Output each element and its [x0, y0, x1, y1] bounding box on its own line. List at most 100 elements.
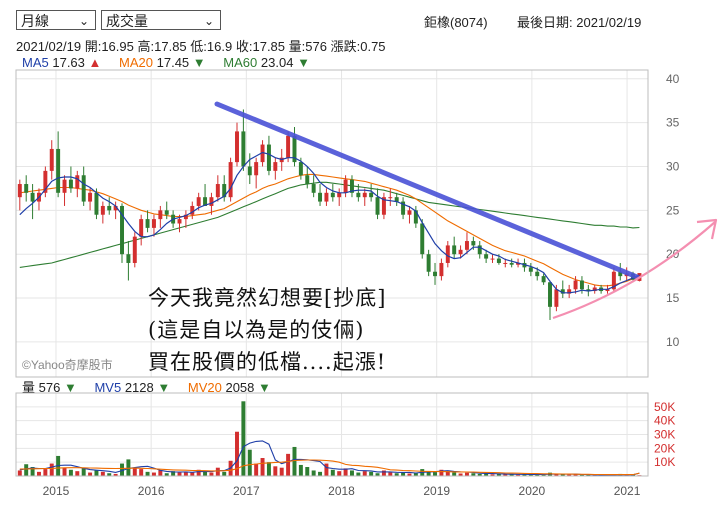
volume-bar [62, 467, 67, 476]
volume-tick-label: 20K [654, 441, 675, 455]
volume-bar [151, 472, 156, 476]
volume-bar [541, 474, 546, 476]
volume-bar [171, 471, 176, 476]
volume-grid [16, 393, 648, 476]
close-label: 收: [235, 39, 253, 54]
candle-body [209, 197, 214, 206]
volume-bar [241, 401, 246, 476]
volume-bar [273, 466, 278, 476]
candle-body [113, 205, 118, 211]
open-value: 16.95 [101, 39, 134, 54]
low-label: 低: [190, 39, 207, 54]
candle-body [88, 192, 93, 202]
ma5-line [19, 151, 640, 294]
candle-body [618, 271, 623, 277]
volume-bar [369, 471, 374, 476]
candle-body [554, 289, 559, 307]
candle-body [177, 219, 182, 224]
volume-bar [36, 471, 41, 476]
volume-bar [222, 471, 227, 476]
ma20-legend: MA20 17.45 ▼ [119, 55, 206, 70]
period-select[interactable]: 月線 ⌄ [16, 10, 96, 30]
candle-body [535, 271, 540, 277]
low-value: 16.9 [206, 39, 233, 54]
vol-legend: 量 576 ▼ [22, 380, 77, 395]
annotation-line-1: 今天我竟然幻想要[抄底] [148, 286, 387, 310]
volume-bar [68, 469, 73, 476]
volume-bar [318, 471, 323, 476]
volume-bar [107, 473, 112, 476]
candle-body [190, 205, 195, 215]
chevron-down-icon: ⌄ [78, 14, 89, 28]
high-value: 17.85 [154, 39, 187, 54]
ma60-label: MA60 [223, 55, 258, 70]
volume-bar [579, 474, 584, 476]
volume-bar [573, 474, 578, 476]
volume-bar [324, 463, 329, 476]
candle-body [241, 131, 246, 167]
watermark: ©Yahoo奇摩股市 [22, 358, 113, 372]
indicator-select[interactable]: 成交量 ⌄ [101, 10, 221, 30]
candle-body [490, 258, 495, 260]
indicator-select-value: 成交量 [106, 13, 148, 29]
volume-bar [75, 471, 80, 476]
volume-bar [286, 453, 291, 476]
change-label: 漲跌: [330, 39, 361, 54]
ma20-label: MA20 [119, 55, 153, 70]
volume-bar [209, 472, 214, 476]
volume-bar [177, 472, 182, 476]
mv20-legend: MV20 2058 ▼ [188, 380, 271, 395]
volume-bar [426, 471, 431, 476]
candle-body [496, 258, 501, 263]
volume-tick-label: 50K [654, 400, 675, 414]
volume-bar [266, 462, 271, 476]
trendline-drawing [214, 101, 640, 280]
candle-body [260, 144, 265, 163]
candle-body [139, 219, 144, 237]
volume-bar [490, 474, 495, 476]
time-tick-label: 2015 [43, 484, 70, 498]
down-arrow-icon: ▼ [192, 55, 206, 70]
volume-panel-frame [15, 392, 649, 477]
volume-bar [49, 463, 54, 476]
ma5-legend: MA5 17.63 ▲ [22, 55, 101, 70]
candle-body [318, 192, 323, 202]
price-grid [16, 70, 648, 377]
volume-bar [394, 473, 399, 476]
candle-body [337, 192, 342, 198]
candle-body [254, 162, 259, 176]
volume-bar [100, 471, 105, 476]
candle-body [164, 210, 169, 215]
volume-legend: 量 576 ▼ MV5 2128 ▼ MV20 2058 ▼ [22, 377, 285, 396]
ma-legend: MA5 17.63 ▲ MA20 17.45 ▼ MA60 23.04 ▼ [22, 55, 324, 70]
candle-body [464, 241, 469, 250]
volume-bar [535, 474, 540, 476]
mv5-legend: MV5 2128 ▼ [94, 380, 170, 395]
candle-body [305, 175, 310, 185]
candle-body [394, 197, 399, 202]
volume-tick-label: 40K [654, 414, 675, 428]
candle-body [158, 210, 163, 220]
candle-body [311, 184, 316, 193]
high-label: 高: [137, 39, 155, 54]
time-tick-label: 2021 [614, 484, 641, 498]
volume-bar [484, 473, 489, 476]
candle-body [132, 236, 137, 263]
volume-bar [43, 469, 48, 476]
volume-bar [631, 474, 636, 476]
volume-bar [433, 472, 438, 476]
volume-bar [235, 431, 239, 476]
annotation-line-2: (這是自以為是的伎倆) [148, 318, 365, 342]
time-tick-label: 2020 [519, 484, 546, 498]
volume-bar [452, 472, 457, 476]
candle-body [573, 280, 578, 290]
time-tick-label: 2018 [328, 484, 355, 498]
ma5-series [19, 151, 640, 294]
candle-body [56, 148, 61, 193]
up-arrow-icon: ▲ [88, 55, 102, 70]
candlestick-series [17, 109, 642, 320]
candle-body [388, 197, 393, 199]
volume-bar [164, 473, 169, 476]
